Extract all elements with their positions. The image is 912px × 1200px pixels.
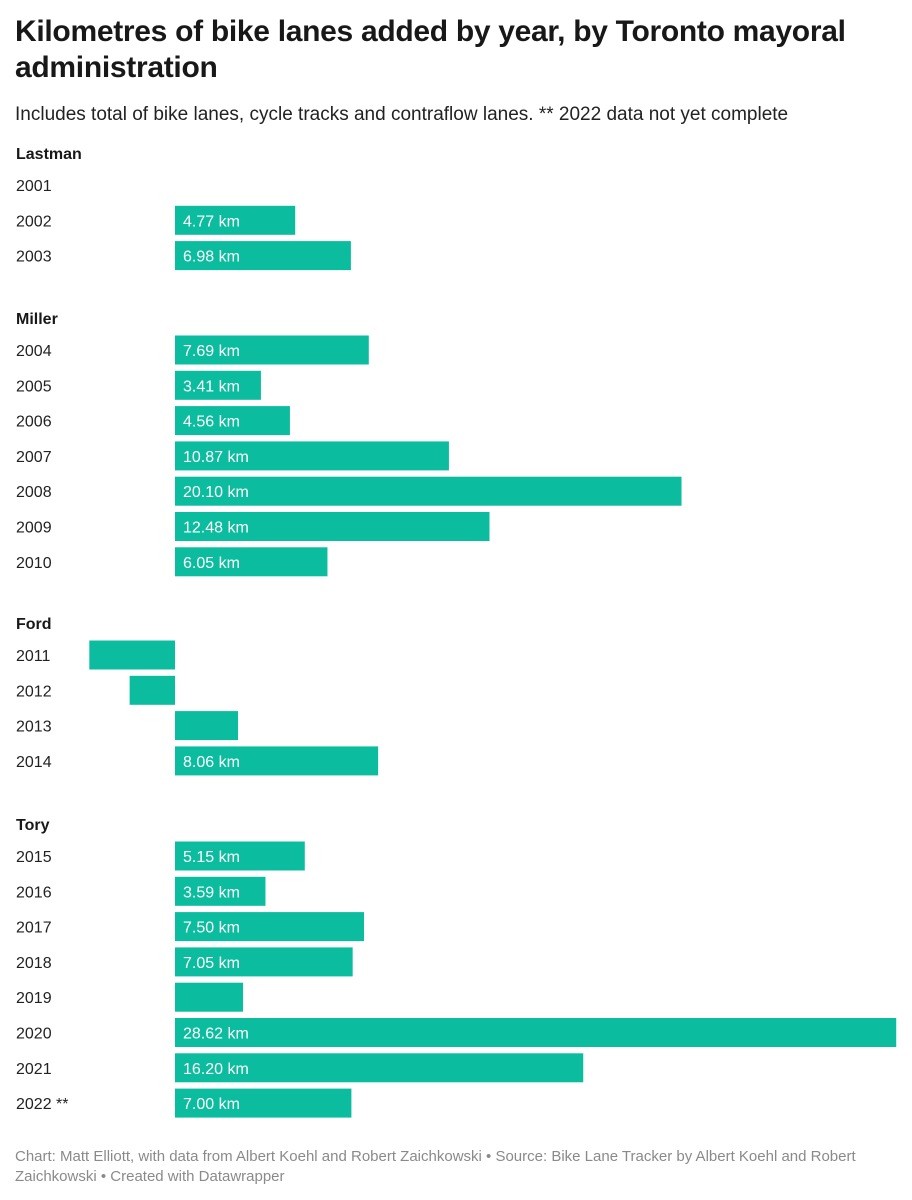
year-label: 2019 <box>16 990 52 1007</box>
bar <box>175 746 379 776</box>
bar <box>175 370 261 400</box>
year-label: 2008 <box>16 484 52 501</box>
bar <box>89 640 175 670</box>
bar <box>129 675 175 705</box>
year-label: 2004 <box>16 343 52 360</box>
year-label: 2003 <box>16 249 52 266</box>
year-label: 2002 <box>16 213 52 230</box>
year-label: 2022 ** <box>16 1096 69 1113</box>
bar-value-label: 7.69 km <box>183 343 240 360</box>
year-label: 2010 <box>16 555 52 572</box>
bar-value-label: 5.15 km <box>183 849 240 866</box>
year-label: 2011 <box>16 648 51 665</box>
bar <box>175 476 682 506</box>
bar-value-label: 10.87 km <box>183 449 249 466</box>
year-label: 2016 <box>16 884 52 901</box>
bar <box>175 1088 352 1118</box>
year-label: 2001 <box>16 178 52 195</box>
bar-value-label: 16.20 km <box>183 1061 249 1078</box>
bar-value-label: 6.05 km <box>183 555 240 572</box>
year-label: 2012 <box>16 683 52 700</box>
bar <box>175 947 353 977</box>
year-label: 2018 <box>16 955 52 972</box>
bar-value-label: 12.48 km <box>183 520 249 537</box>
chart-subtitle: Includes total of bike lanes, cycle trac… <box>15 104 789 125</box>
chart-title: Kilometres of bike lanes added by year, … <box>15 15 846 84</box>
year-label: 2006 <box>16 414 52 431</box>
bar <box>175 441 449 471</box>
group-label-ford: Ford <box>16 616 52 633</box>
year-label: 2020 <box>16 1026 52 1043</box>
year-label: 2017 <box>16 920 52 937</box>
year-label: 2014 <box>16 754 52 771</box>
bar <box>175 1018 897 1047</box>
bar <box>175 241 351 271</box>
bar-value-label: 8.06 km <box>183 754 240 771</box>
year-label: 2009 <box>16 520 52 537</box>
year-label: 2005 <box>16 378 52 395</box>
bar <box>175 982 244 1012</box>
bar-value-label: 7.00 km <box>183 1096 240 1113</box>
bar <box>175 912 364 942</box>
bar <box>175 1053 584 1083</box>
bar-value-label: 6.98 km <box>183 249 240 266</box>
bar-value-label: 7.50 km <box>183 920 240 937</box>
bar-value-label: 20.10 km <box>183 484 249 501</box>
group-label-miller: Miller <box>16 311 58 328</box>
bar-value-label: 3.41 km <box>183 378 240 395</box>
bar-value-label: 4.56 km <box>183 414 240 431</box>
bar-value-label: 3.59 km <box>183 884 240 901</box>
year-label: 2015 <box>16 849 52 866</box>
bar <box>175 876 266 906</box>
bar <box>175 335 369 365</box>
bar <box>175 406 290 436</box>
year-label: 2021 <box>16 1061 52 1078</box>
bar-value-label: 28.62 km <box>183 1026 249 1043</box>
bar <box>175 512 490 541</box>
bar <box>175 841 305 871</box>
bar-value-label: 7.05 km <box>183 955 240 972</box>
bar <box>175 547 328 577</box>
bar-value-label: 4.77 km <box>183 213 240 230</box>
chart-footer-credit: Chart: Matt Elliott, with data from Albe… <box>15 1148 856 1185</box>
group-label-tory: Tory <box>16 817 50 834</box>
group-label-lastman: Lastman <box>16 146 82 163</box>
year-label: 2013 <box>16 719 52 736</box>
year-label: 2007 <box>16 449 52 466</box>
bar <box>175 205 296 235</box>
bar <box>175 711 238 741</box>
